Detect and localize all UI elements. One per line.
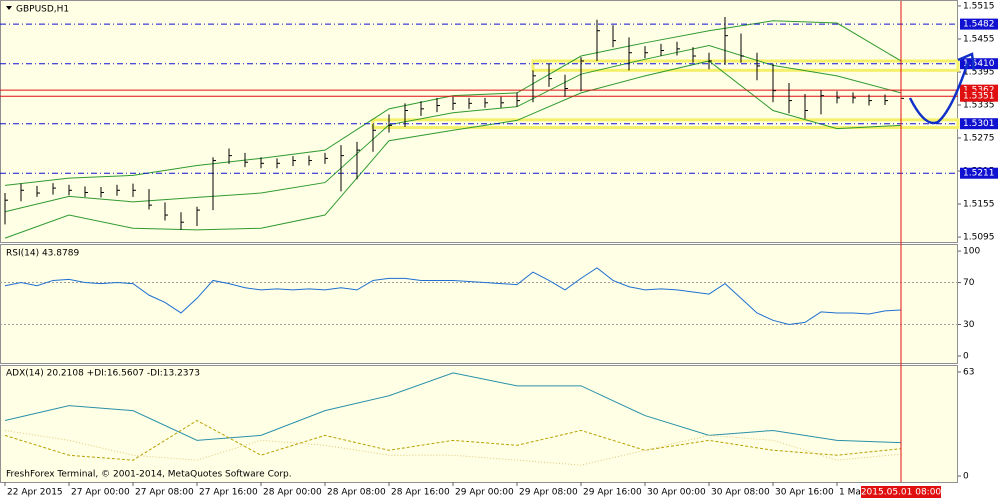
indicator-line — [4, 372, 902, 444]
level-label: 1.5482 — [963, 20, 995, 30]
y-tick-label: 100 — [963, 247, 980, 257]
band-lower — [4, 60, 902, 239]
x-tick-label: 28 Apr 00:00 — [263, 488, 322, 498]
chart-title: GBPUSD,H1 — [16, 5, 69, 15]
x-tick-label: 28 Apr 16:00 — [391, 488, 450, 498]
zone — [531, 59, 960, 72]
y-tick-label: 1.5455 — [963, 34, 995, 44]
level-box — [960, 118, 998, 130]
level-label: 1.5351 — [963, 92, 995, 102]
band-upper — [4, 20, 902, 186]
y-tick-label: 1.5155 — [963, 200, 995, 210]
level-label: 1.5362 — [963, 86, 995, 96]
rsi-title: RSI(14) 43.8789 — [6, 249, 79, 259]
x-tick-label: 30 Apr 16:00 — [775, 488, 834, 498]
level-label: 1.5410 — [963, 59, 995, 69]
level-box — [960, 18, 998, 30]
y-tick-label: 63 — [963, 367, 974, 377]
x-tick-label: 30 Apr 00:00 — [647, 488, 706, 498]
band-middle — [4, 45, 902, 213]
adx-title: ADX(14) 20.2108 +DI:16.5607 -DI:13.2373 — [6, 369, 200, 379]
x-tick-label: 29 Apr 16:00 — [583, 488, 642, 498]
indicator-line — [4, 267, 902, 326]
y-tick-label: 1.5395 — [963, 67, 995, 77]
level-box — [960, 58, 998, 70]
rsi-pane — [0, 244, 958, 364]
footer: FreshForex Terminal, © 2001-2014, MetaQu… — [6, 470, 292, 480]
drawn-arrow-head — [957, 52, 976, 71]
level-box — [960, 84, 998, 96]
x-tick-label: 29 Apr 08:00 — [519, 488, 578, 498]
y-tick-label: 1.5515 — [963, 1, 995, 11]
y-tick-label: 1.5335 — [963, 100, 995, 110]
x-tick-label: 22 Apr 2015 — [7, 488, 63, 498]
adx-pane — [0, 365, 958, 483]
menu-triangle — [6, 6, 12, 10]
cursor-label: 2015.05.01 08:00 — [861, 488, 942, 498]
y-tick-label: 70 — [963, 278, 975, 288]
y-tick-label: 0 — [963, 472, 969, 482]
level-box — [960, 90, 998, 102]
x-tick-label: 27 Apr 00:00 — [71, 488, 130, 498]
indicator-line — [4, 419, 902, 461]
level-box — [960, 167, 998, 179]
price-pane — [0, 0, 958, 243]
x-tick-label: 29 Apr 00:00 — [455, 488, 514, 498]
y-tick-label: 30 — [963, 320, 975, 330]
cursor-box — [861, 486, 941, 498]
y-tick-label: 0 — [963, 351, 969, 361]
x-tick-label: 27 Apr 16:00 — [199, 488, 258, 498]
y-tick-label: 1.5275 — [963, 134, 995, 144]
x-tick-label: 1 May — [839, 488, 867, 498]
x-tick-label: 27 Apr 08:00 — [135, 488, 194, 498]
level-label: 1.5301 — [963, 119, 995, 129]
y-tick-label: 1.5095 — [963, 233, 995, 243]
x-tick-label: 30 Apr 08:00 — [711, 488, 770, 498]
drawn-arrow — [908, 61, 970, 125]
level-label: 1.5211 — [963, 169, 995, 179]
x-tick-label: 28 Apr 08:00 — [327, 488, 386, 498]
